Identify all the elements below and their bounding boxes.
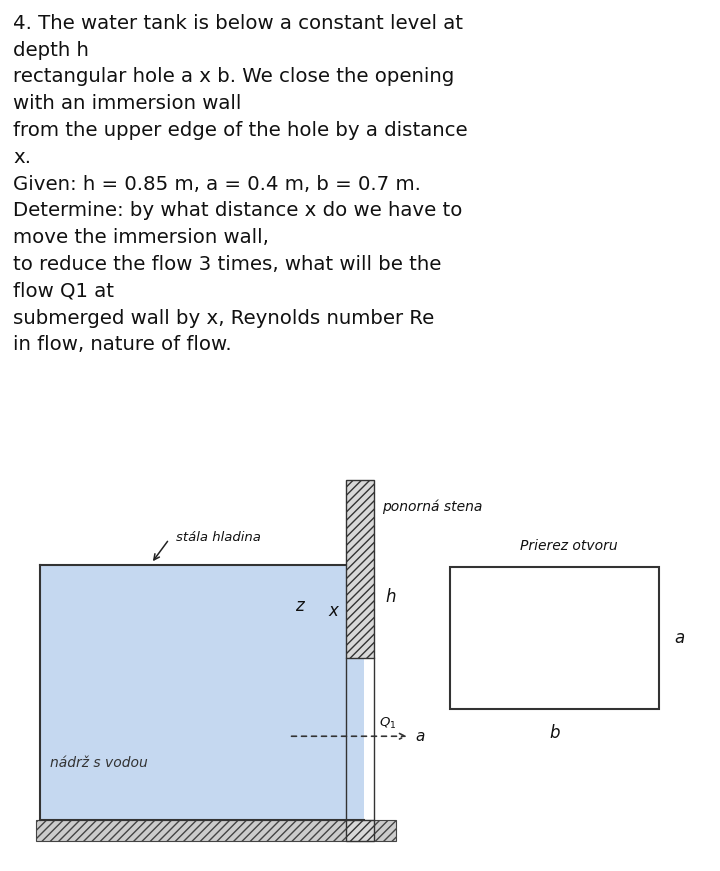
Text: 4. The water tank is below a constant level at
depth h
rectangular hole a x b. W: 4. The water tank is below a constant le… bbox=[13, 14, 467, 354]
Bar bbox=[40, 564, 364, 820]
Text: z: z bbox=[295, 597, 304, 615]
Text: h: h bbox=[385, 588, 396, 606]
Text: ponorná stena: ponorná stena bbox=[382, 499, 482, 514]
Text: $Q_1$: $Q_1$ bbox=[379, 715, 397, 731]
Bar bbox=[36, 820, 396, 841]
Text: nádrž s vodou: nádrž s vodou bbox=[50, 756, 148, 770]
Text: x: x bbox=[328, 603, 338, 620]
Text: a: a bbox=[675, 630, 685, 647]
Text: Prierez otvoru: Prierez otvoru bbox=[520, 539, 618, 553]
Text: a: a bbox=[415, 729, 425, 744]
Bar bbox=[450, 568, 659, 709]
Text: stála hladina: stála hladina bbox=[176, 531, 261, 544]
Bar bbox=[346, 820, 374, 841]
Bar bbox=[346, 480, 374, 658]
Text: b: b bbox=[549, 724, 559, 742]
